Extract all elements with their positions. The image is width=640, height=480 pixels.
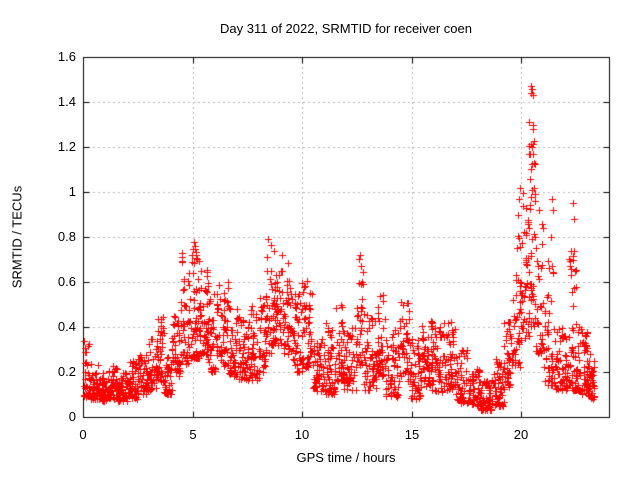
y-tick-label: 1.6 [57, 49, 76, 64]
x-tick-label: 5 [189, 427, 197, 442]
x-tick-label: 10 [294, 427, 310, 442]
x-tick-label: 20 [513, 427, 529, 442]
y-tick-label: 0 [68, 409, 76, 424]
y-tick-label: 0.4 [57, 319, 76, 334]
x-axis-label: GPS time / hours [296, 450, 396, 465]
y-tick-label: 0.6 [57, 274, 76, 289]
x-tick-label: 15 [404, 427, 420, 442]
y-tick-label: 1.2 [57, 139, 76, 154]
x-tick-label: 0 [79, 427, 87, 442]
y-tick-label: 1 [68, 184, 76, 199]
y-tick-label: 1.4 [57, 94, 76, 109]
y-tick-label: 0.8 [57, 229, 76, 244]
chart-title: Day 311 of 2022, SRMTID for receiver coe… [220, 21, 472, 36]
y-tick-label: 0.2 [57, 364, 76, 379]
